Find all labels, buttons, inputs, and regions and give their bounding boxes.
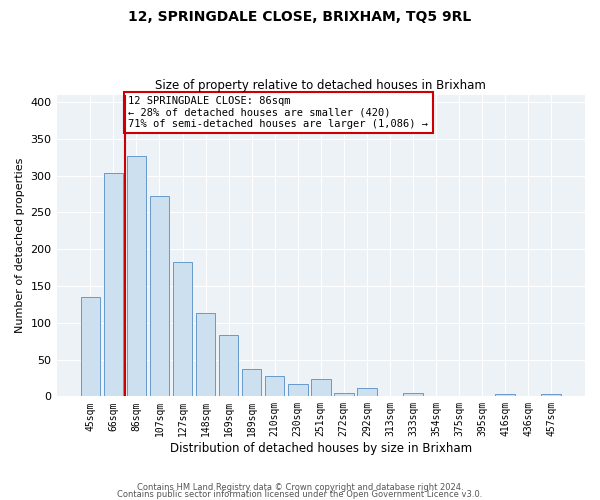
Bar: [496, 394, 515, 396]
Bar: [104, 174, 123, 396]
Bar: [265, 376, 284, 396]
Text: 12 SPRINGDALE CLOSE: 86sqm
← 28% of detached houses are smaller (420)
71% of sem: 12 SPRINGDALE CLOSE: 86sqm ← 28% of deta…: [128, 96, 428, 129]
Y-axis label: Number of detached properties: Number of detached properties: [15, 158, 25, 333]
Text: Contains HM Land Registry data © Crown copyright and database right 2024.: Contains HM Land Registry data © Crown c…: [137, 484, 463, 492]
Bar: [219, 335, 238, 396]
Bar: [173, 262, 193, 396]
X-axis label: Distribution of detached houses by size in Brixham: Distribution of detached houses by size …: [170, 442, 472, 455]
Bar: [196, 313, 215, 396]
Bar: [288, 384, 308, 396]
Bar: [80, 297, 100, 396]
Bar: [541, 394, 561, 396]
Bar: [357, 388, 377, 396]
Bar: [149, 196, 169, 396]
Text: Contains public sector information licensed under the Open Government Licence v3: Contains public sector information licen…: [118, 490, 482, 499]
Text: 12, SPRINGDALE CLOSE, BRIXHAM, TQ5 9RL: 12, SPRINGDALE CLOSE, BRIXHAM, TQ5 9RL: [128, 10, 472, 24]
Bar: [127, 156, 146, 396]
Bar: [334, 394, 353, 396]
Bar: [242, 369, 262, 396]
Bar: [311, 378, 331, 396]
Bar: [403, 392, 423, 396]
Title: Size of property relative to detached houses in Brixham: Size of property relative to detached ho…: [155, 79, 486, 92]
